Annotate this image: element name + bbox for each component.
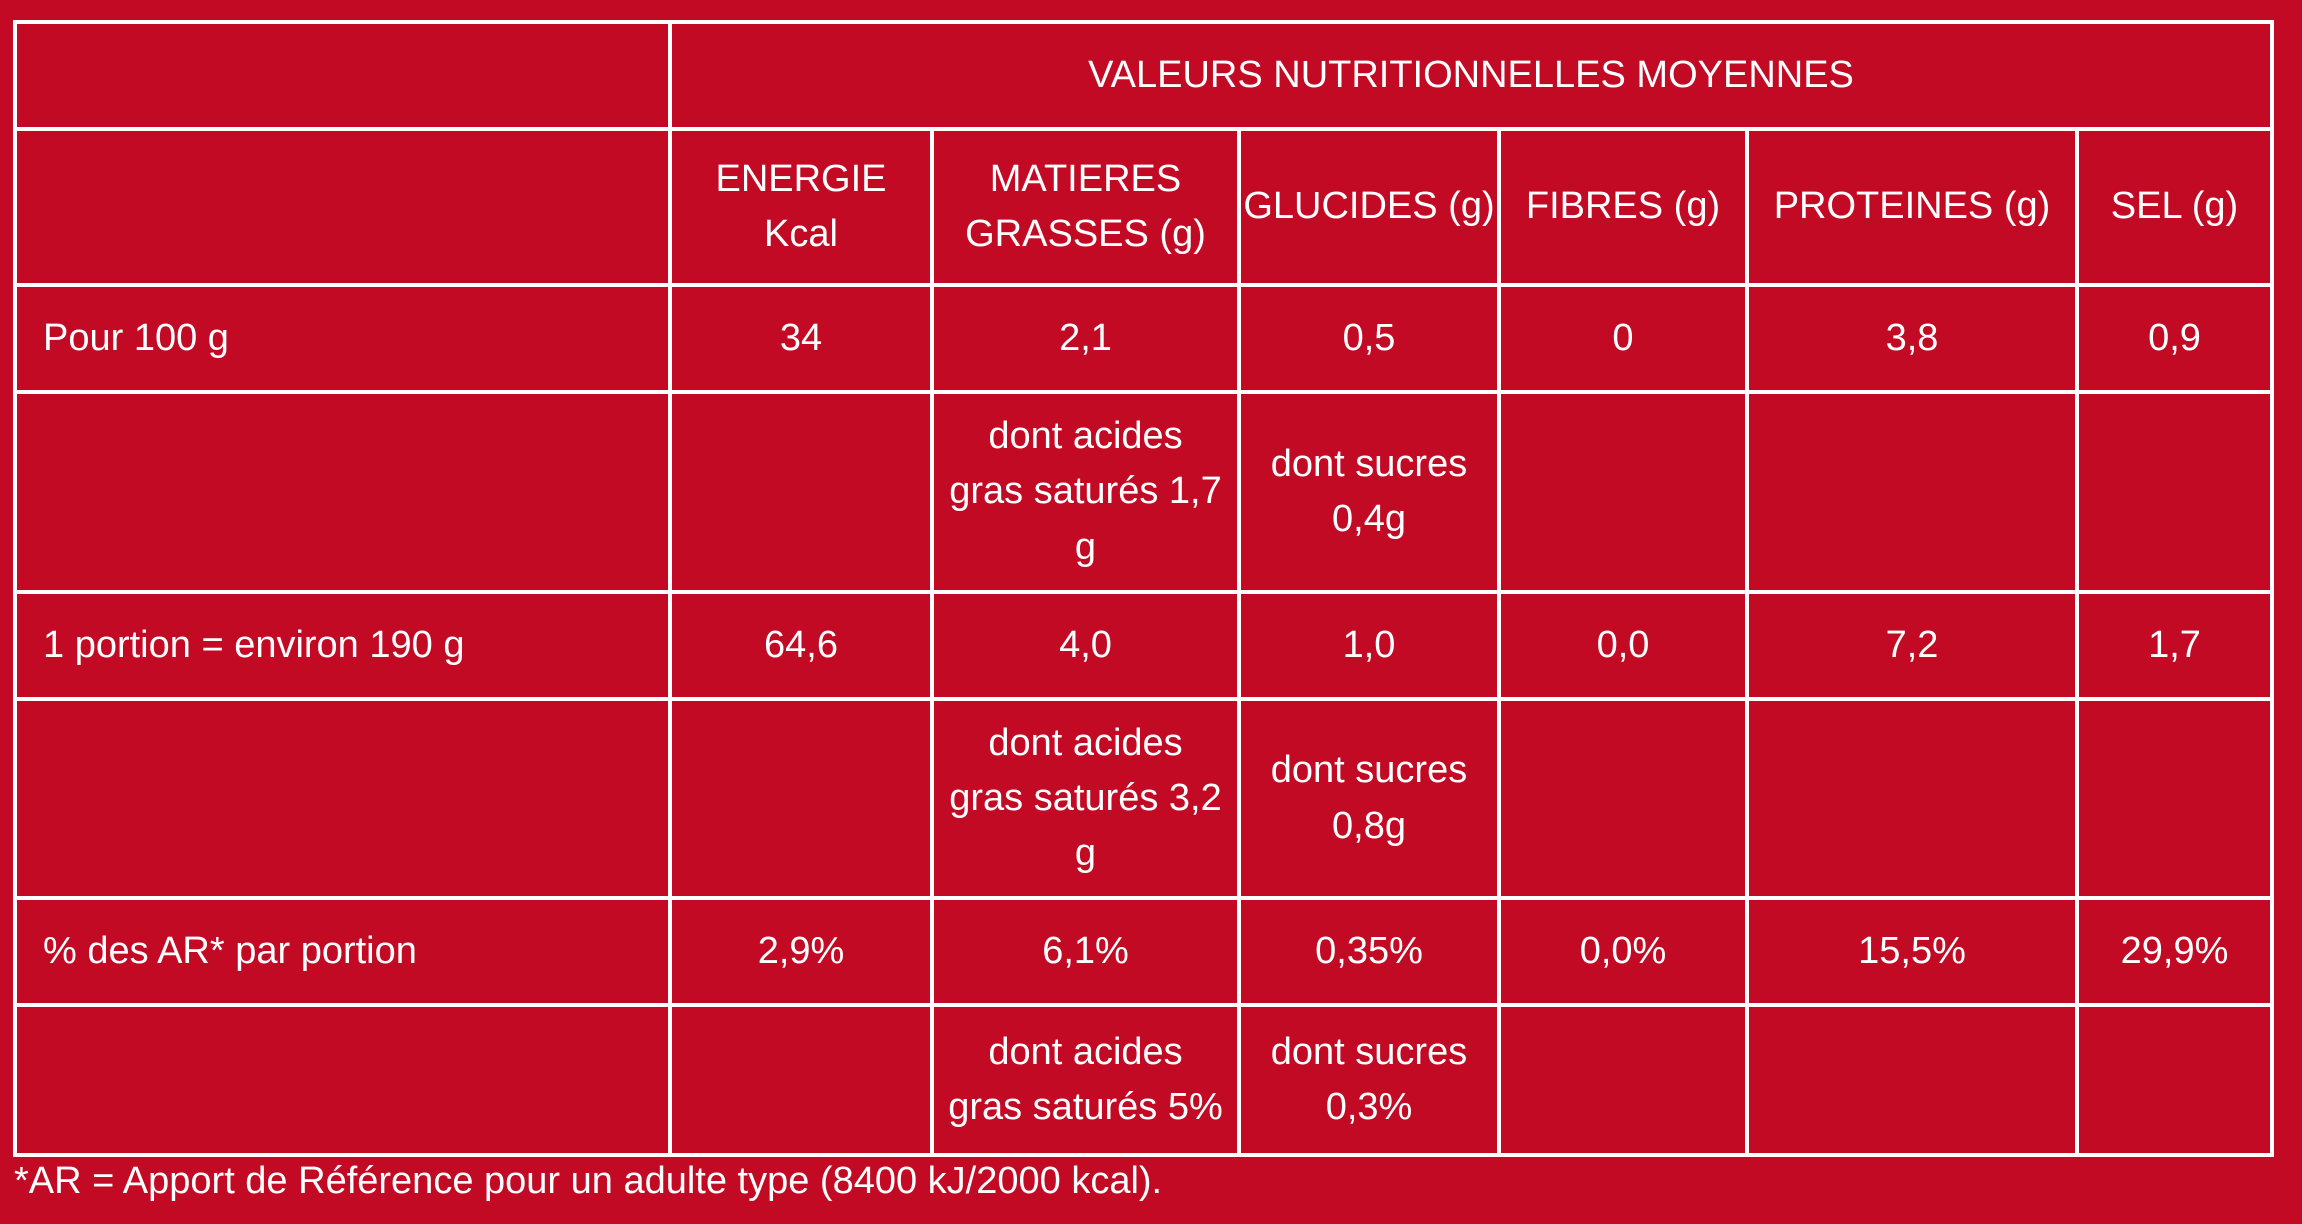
cell-fibres: 0,0%: [1497, 896, 1749, 1007]
cell-sucres: dont sucres 0,4g: [1237, 390, 1501, 594]
cell-proteines: 15,5%: [1745, 896, 2079, 1007]
column-header-fibres: FIBRES (g): [1497, 127, 1749, 287]
cell-matieres-grasses: 4,0: [930, 590, 1241, 701]
cell-glucides: 0,35%: [1237, 896, 1501, 1007]
header-row-blank-cell: [13, 127, 672, 287]
title-row-blank-cell: [13, 20, 672, 131]
cell-energie: 2,9%: [668, 896, 934, 1007]
cell-energie: 34: [668, 283, 934, 394]
row-label: Pour 100 g: [13, 283, 672, 394]
cell-sel: [2074, 697, 2275, 900]
cell-fibres: [1497, 390, 1749, 594]
cell-proteines: 7,2: [1745, 590, 2079, 701]
cell-sel: [2074, 390, 2275, 594]
table-row-per-100g: Pour 100 g 34 2,1 0,5 0 3,8 0,9: [13, 283, 2275, 394]
cell-glucides: 1,0: [1237, 590, 1501, 701]
cell-sel: 1,7: [2074, 590, 2275, 701]
row-label: [13, 390, 672, 594]
cell-fibres: 0,0: [1497, 590, 1749, 701]
cell-glucides: 0,5: [1237, 283, 1501, 394]
cell-sel: 0,9: [2074, 283, 2275, 394]
cell-sucres: dont sucres 0,8g: [1237, 697, 1501, 900]
cell-matieres-grasses: 6,1%: [930, 896, 1241, 1007]
cell-energie: [668, 697, 934, 900]
table-row-per-portion-details: dont acides gras saturés 3,2 g dont sucr…: [13, 697, 2275, 900]
column-header-energie: ENERGIE Kcal: [668, 127, 934, 287]
cell-matieres-grasses: 2,1: [930, 283, 1241, 394]
row-label: % des AR* par portion: [13, 896, 672, 1007]
cell-sel: 29,9%: [2074, 896, 2275, 1007]
cell-fibres: [1497, 1003, 1749, 1157]
column-header-glucides: GLUCIDES (g): [1237, 127, 1501, 287]
cell-fibres: 0: [1497, 283, 1749, 394]
cell-energie: 64,6: [668, 590, 934, 701]
table-title: VALEURS NUTRITIONNELLES MOYENNES: [667, 20, 2275, 131]
row-label: [13, 697, 672, 900]
table-header-row: ENERGIE Kcal MATIERES GRASSES (g) GLUCID…: [13, 127, 2275, 287]
cell-sucres: dont sucres 0,3%: [1237, 1003, 1501, 1157]
cell-sel: [2074, 1003, 2275, 1157]
cell-acides-gras-satures: dont acides gras saturés 1,7 g: [930, 390, 1241, 594]
table-row-percent-ar-details: dont acides gras saturés 5% dont sucres …: [13, 1003, 2275, 1157]
cell-energie: [668, 390, 934, 594]
cell-proteines: [1745, 390, 2079, 594]
cell-acides-gras-satures: dont acides gras saturés 3,2 g: [930, 697, 1241, 900]
cell-acides-gras-satures: dont acides gras saturés 5%: [930, 1003, 1241, 1157]
reference-intake-footnote: *AR = Apport de Référence pour un adulte…: [14, 1160, 1163, 1202]
row-label: 1 portion = environ 190 g: [13, 590, 672, 701]
column-header-sel: SEL (g): [2074, 127, 2275, 287]
cell-proteines: [1745, 697, 2079, 900]
nutrition-table: VALEURS NUTRITIONNELLES MOYENNES ENERGIE…: [13, 20, 2275, 1157]
cell-proteines: [1745, 1003, 2079, 1157]
table-row-per-portion: 1 portion = environ 190 g 64,6 4,0 1,0 0…: [13, 590, 2275, 701]
column-header-matieres-grasses: MATIERES GRASSES (g): [930, 127, 1241, 287]
table-row-percent-ar: % des AR* par portion 2,9% 6,1% 0,35% 0,…: [13, 896, 2275, 1007]
table-title-row: VALEURS NUTRITIONNELLES MOYENNES: [13, 20, 2275, 131]
cell-fibres: [1497, 697, 1749, 900]
column-header-proteines: PROTEINES (g): [1745, 127, 2079, 287]
cell-proteines: 3,8: [1745, 283, 2079, 394]
cell-energie: [668, 1003, 934, 1157]
table-row-per-100g-details: dont acides gras saturés 1,7 g dont sucr…: [13, 390, 2275, 594]
row-label: [13, 1003, 672, 1157]
